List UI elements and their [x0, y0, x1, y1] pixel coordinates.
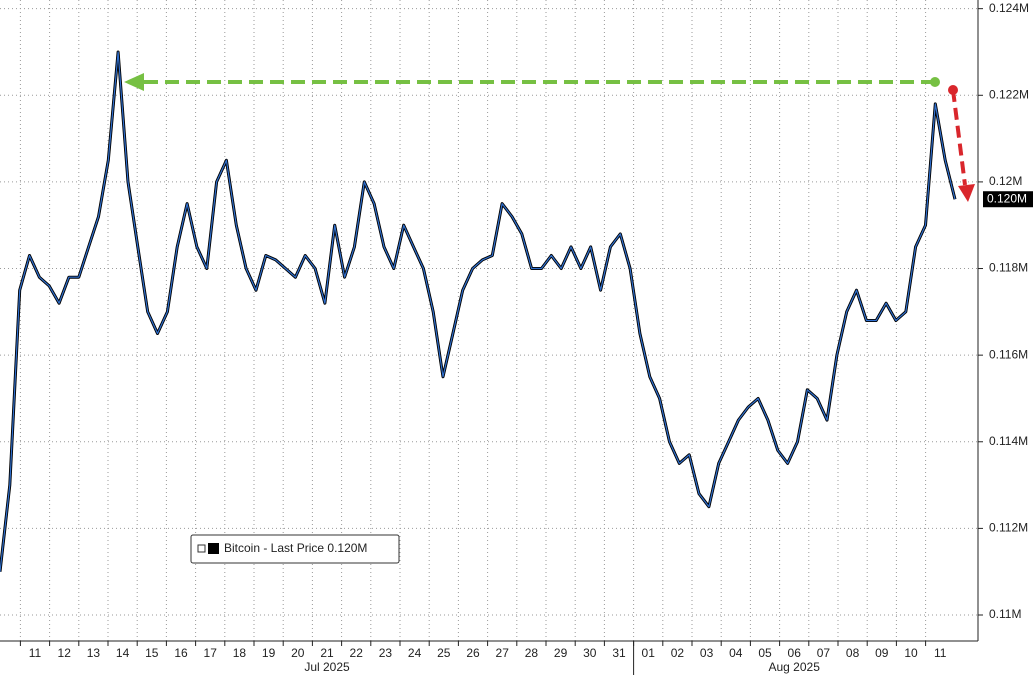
x-tick-label: 02	[671, 646, 685, 660]
x-tick-label: 09	[875, 646, 889, 660]
x-tick-label: 21	[320, 646, 334, 660]
y-tick-label: 0.11M	[989, 607, 1021, 621]
x-tick-label: 08	[846, 646, 860, 660]
month-label: Jul 2025	[304, 660, 350, 674]
drop-arrow-head	[958, 184, 975, 202]
x-tick-label: 01	[642, 646, 656, 660]
x-tick-label: 22	[350, 646, 364, 660]
plot	[0, 50, 957, 572]
x-tick-label: 28	[525, 646, 539, 660]
y-tick-label: 0.118M	[989, 261, 1028, 275]
x-tick-label: 06	[788, 646, 802, 660]
x-tick-label: 11	[29, 646, 42, 660]
x-tick-label: 17	[204, 646, 218, 660]
legend	[190, 534, 400, 564]
x-tick-label: 25	[437, 646, 451, 660]
x-tick-label: 11	[934, 646, 947, 660]
drop-dot	[948, 85, 958, 95]
price-line-outline	[0, 50, 957, 572]
legend-swatch	[208, 543, 219, 554]
legend-label: Bitcoin - Last Price 0.120M	[224, 541, 367, 555]
x-tick-label: 20	[291, 646, 305, 660]
x-tick-label: 24	[408, 646, 422, 660]
x-tick-label: 13	[87, 646, 101, 660]
x-tick-label: 16	[174, 646, 188, 660]
x-tick-label: 27	[496, 646, 510, 660]
y-tick-label: 0.122M	[989, 87, 1029, 101]
grid	[0, 0, 978, 641]
x-tick-label: 19	[262, 646, 276, 660]
x-tick-label: 30	[583, 646, 597, 660]
x-tick-label: 10	[904, 646, 918, 660]
x-tick-label: 31	[612, 646, 626, 660]
x-tick-label: 26	[466, 646, 480, 660]
last-price-label: 0.120M	[987, 191, 1027, 205]
x-tick-label: 15	[145, 646, 159, 660]
x-tick-label: 14	[116, 646, 130, 660]
y-tick-label: 0.112M	[989, 521, 1028, 535]
peak-dot	[930, 77, 940, 87]
price-line	[0, 51, 956, 572]
x-tick-label: 29	[554, 646, 568, 660]
x-tick-label: 23	[379, 646, 393, 660]
y-tick-label: 0.12M	[989, 174, 1022, 188]
legend-toggle	[197, 544, 206, 553]
y-tick-label: 0.114M	[989, 434, 1028, 448]
y-tick-label: 0.116M	[989, 347, 1028, 361]
peak-arrow-head	[124, 73, 144, 91]
x-tick-label: 07	[817, 646, 831, 660]
month-label: Aug 2025	[769, 660, 821, 674]
x-tick-label: 04	[729, 646, 743, 660]
drop-arrow	[951, 89, 967, 186]
x-tick-label: 05	[758, 646, 772, 660]
x-tick-label: 12	[58, 646, 72, 660]
x-tick-label: 03	[700, 646, 714, 660]
last-price-tag	[983, 191, 1033, 208]
x-tick-label: 18	[233, 646, 247, 660]
y-tick-label: 0.124M	[989, 1, 1029, 15]
